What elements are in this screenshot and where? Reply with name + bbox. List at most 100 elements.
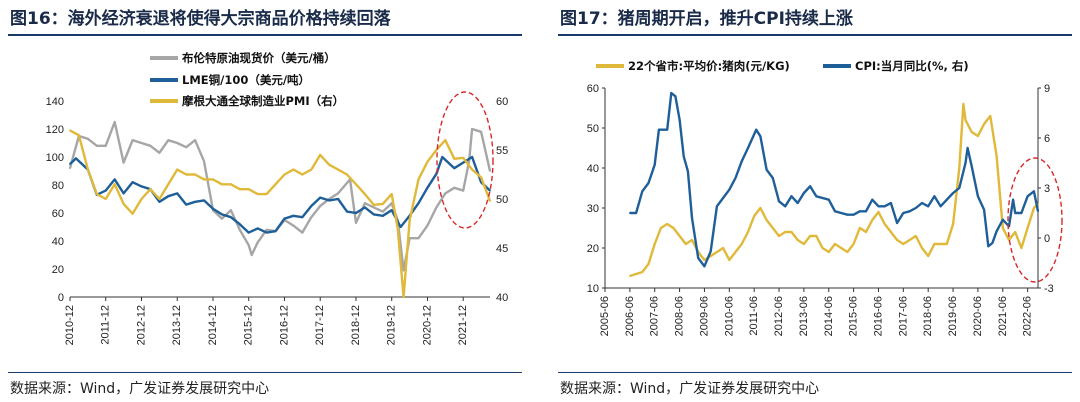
data-point [809,235,812,237]
data-point [1014,231,1017,233]
data-point [647,263,650,265]
data-point [991,242,994,244]
x-tick-label: 2018-12 [350,305,362,345]
y-left-tick-label: 60 [52,208,64,220]
data-point [691,239,693,241]
data-point [964,119,967,121]
data-point [641,271,644,273]
x-tick-label: 2010-06 [723,296,735,336]
data-point [933,195,936,198]
x-tick-label: 2016-06 [872,296,884,336]
data-point [709,250,712,253]
data-point [104,144,107,147]
data-point [337,198,339,200]
y-right-tick-label: 0 [1044,233,1050,245]
y-left-tick-label: 140 [46,96,64,108]
data-point [203,160,205,163]
x-tick-label: 2022-06 [1022,296,1034,336]
data-point [703,265,706,268]
data-point [247,188,250,191]
data-point [657,128,660,131]
data-point [131,139,134,142]
data-point [914,235,917,237]
data-point [796,202,799,204]
data-point [363,202,366,205]
data-point [221,183,223,186]
data-point [846,213,849,216]
data-point [441,156,444,158]
data-point [1001,218,1004,221]
legend-label: 22个省市:平均价:猪肉(元/KG) [628,59,790,73]
data-point [890,231,892,233]
x-tick-label: 2021-12 [457,305,469,345]
data-point [970,165,973,168]
data-point [628,275,631,277]
data-point [977,195,979,198]
data-point [444,139,447,142]
x-tick-label: 2015-06 [848,296,860,336]
x-tick-label: 2013-12 [171,305,183,345]
y-right-tick-label: 50 [496,194,508,206]
title-rule [558,34,1072,36]
x-tick-label: 2018-06 [922,296,934,336]
data-point [337,192,339,195]
y-right-tick-label: -3 [1044,283,1054,295]
data-point [176,192,179,195]
data-point [426,186,429,189]
data-point [75,157,77,160]
data-point [310,216,313,219]
data-point [755,128,758,131]
data-point [453,186,456,189]
data-point [435,149,438,151]
data-point [871,219,874,221]
data-point [399,226,402,228]
data-point [958,167,961,169]
x-tick-label: 2016-12 [278,305,290,345]
data-point [834,243,836,245]
data-point [372,206,375,209]
y-right-tick-label: 3 [1044,183,1050,195]
title-rule [8,34,522,36]
data-point [292,168,295,171]
data-point [771,177,774,179]
data-point [194,173,197,176]
data-point [765,168,768,171]
data-point [355,183,357,186]
y-left-tick-label: 20 [52,264,64,276]
data-point [247,231,250,234]
data-point [167,195,170,198]
data-point [858,210,861,213]
data-point [462,189,465,192]
data-point [131,212,134,215]
data-point [933,243,936,245]
series-line-2 [629,91,1040,268]
x-tick-label: 2011-12 [100,305,112,345]
data-point [890,202,892,204]
y-left-tick-label: 40 [52,236,64,248]
source-rule [8,372,522,373]
y-left-tick-label: 20 [587,243,599,255]
data-point [1032,207,1035,209]
y-left-tick-label: 50 [587,123,599,135]
y-left-tick-label: 60 [587,83,599,95]
data-point [977,135,979,137]
data-point [113,183,116,186]
data-point [827,251,830,253]
data-point [238,223,241,226]
data-point [939,205,942,208]
data-point [274,230,277,233]
data-point [212,178,214,181]
data-point [355,212,357,214]
data-point [962,103,965,105]
data-point [995,230,998,233]
data-point [250,254,253,256]
data-point [914,207,917,209]
data-point [653,243,656,245]
data-point [167,183,170,186]
data-point [131,181,134,184]
legend-label: 布伦特原油现货价（美元/桶） [181,51,336,65]
data-point [908,239,911,241]
figure-16-title: 图16：海外经济衰退将使得大宗商品价格持续回落 [10,9,391,29]
data-point [104,189,107,192]
data-point [628,212,631,214]
